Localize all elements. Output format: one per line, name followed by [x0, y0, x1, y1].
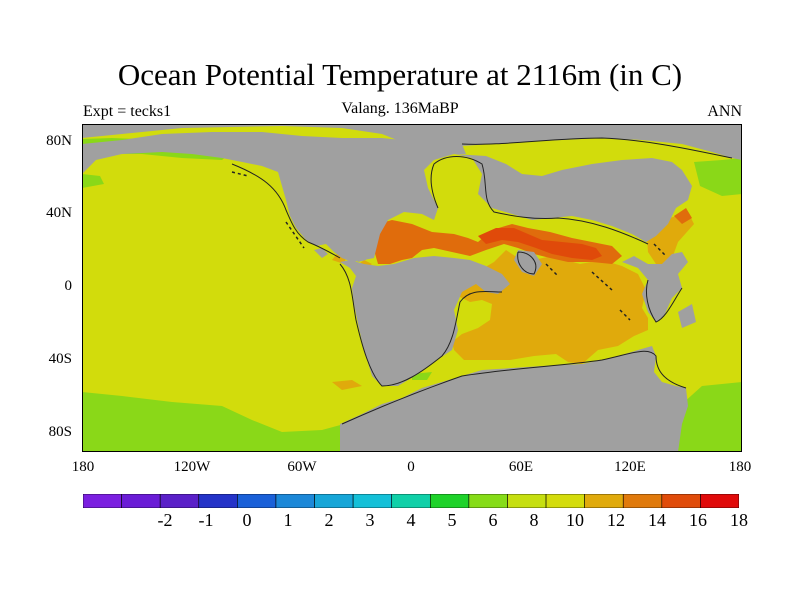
colorbar-swatch — [545, 494, 585, 508]
colorbar-label: 14 — [648, 510, 666, 530]
colorbar-swatch — [622, 494, 663, 508]
colorbar-swatch — [83, 494, 122, 508]
colorbar-swatch — [507, 494, 547, 508]
lon-label-180w: 180 — [71, 459, 95, 475]
land-masses — [82, 124, 742, 452]
map-frame — [82, 124, 742, 452]
colorbar-label: 18 — [730, 510, 748, 530]
colorbar-label: 6 — [488, 510, 498, 530]
colorbar-swatches — [83, 494, 739, 508]
colorbar-swatch — [159, 494, 200, 508]
colorbar — [83, 494, 739, 508]
colorbar-swatch — [584, 494, 624, 508]
lon-label-0: 0 — [407, 459, 415, 475]
lat-label-0: 0 — [64, 278, 73, 294]
colorbar-label: 0 — [242, 510, 252, 530]
colorbar-swatch — [429, 494, 470, 508]
temperature-map — [82, 124, 742, 452]
lat-label-40s: 40S — [48, 351, 72, 367]
colorbar-label: 10 — [566, 510, 584, 530]
lon-label-60e: 60E — [508, 459, 534, 475]
lon-label-120e: 120E — [614, 459, 646, 475]
lon-label-60w: 60W — [287, 459, 317, 475]
colorbar-swatch — [391, 494, 431, 508]
colorbar-label: 4 — [406, 510, 416, 530]
colorbar-label: 1 — [283, 510, 293, 530]
lat-label-40n: 40N — [46, 205, 72, 221]
colorbar-swatch — [198, 494, 238, 508]
colorbar-label: 12 — [607, 510, 625, 530]
subtitle: Valang. 136MaBP — [341, 100, 459, 117]
trench-markers — [231, 171, 667, 321]
very-hot-water-regions — [478, 228, 602, 260]
lat-label-80s: 80S — [48, 424, 72, 440]
colorbar-label: 16 — [689, 510, 707, 530]
colorbar-label: 5 — [447, 510, 457, 530]
experiment-label: Expt = tecks1 — [83, 103, 172, 120]
period-label: ANN — [707, 103, 742, 120]
lon-label-120w: 120W — [173, 459, 211, 475]
map-title: Ocean Potential Temperature at 2116m (in… — [117, 57, 683, 92]
lat-label-80n: 80N — [46, 133, 72, 149]
colorbar-swatch — [237, 494, 277, 508]
coastlines — [231, 137, 733, 425]
colorbar-swatch — [121, 494, 161, 508]
colorbar-swatch — [314, 494, 354, 508]
colorbar-label: -1 — [198, 510, 214, 530]
colorbar-label: 3 — [365, 510, 375, 530]
lon-label-180e: 180 — [728, 459, 752, 475]
colorbar-label: -2 — [157, 510, 173, 530]
colorbar-label: 8 — [529, 510, 539, 530]
colorbar-swatch — [468, 494, 508, 508]
colorbar-swatch — [700, 494, 739, 508]
colorbar-label: 2 — [324, 510, 334, 530]
colorbar-swatch — [352, 494, 393, 508]
colorbar-swatch — [275, 494, 315, 508]
colorbar-swatch — [661, 494, 701, 508]
